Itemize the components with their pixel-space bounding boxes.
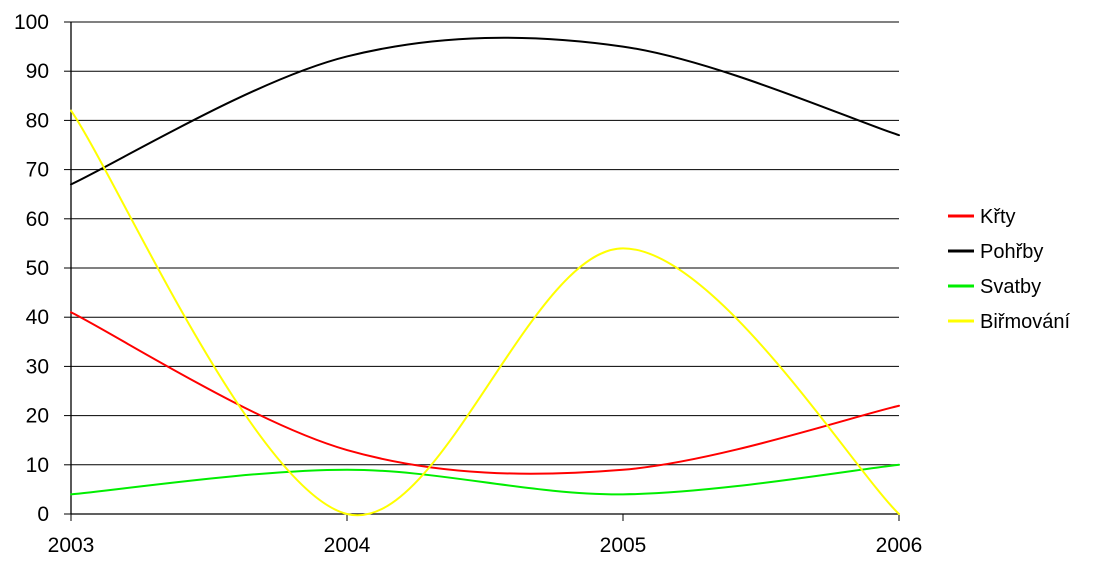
- gridlines: [71, 21, 899, 466]
- x-tick-label: 2006: [876, 534, 923, 557]
- series-3-line: [70, 109, 900, 517]
- y-tick-label: 90: [26, 60, 49, 83]
- series-2-line: [70, 463, 900, 496]
- legend-label: Křty: [980, 206, 1016, 228]
- y-tick-label: 80: [26, 109, 49, 132]
- legend: Křty Pohřby Svatby Biřmování: [948, 206, 1070, 333]
- y-tick-label: 30: [26, 355, 49, 378]
- y-tick-label: 40: [26, 306, 49, 329]
- axes: 0 10 20 30 40 50 60 70 80 90 100 2003 2004 2005 2006: [14, 11, 922, 557]
- x-tick-label: 2004: [324, 534, 371, 557]
- x-tick-label: 2003: [48, 534, 95, 557]
- series-1-line: [70, 36, 900, 186]
- y-tick-label: 50: [26, 257, 49, 280]
- legend-label: Pohřby: [980, 241, 1043, 263]
- legend-label: Biřmování: [980, 311, 1070, 333]
- x-tick-label: 2005: [600, 534, 647, 557]
- y-tick-label: 70: [26, 159, 49, 182]
- series-lines: [70, 36, 900, 517]
- y-tick-label: 20: [26, 405, 49, 428]
- y-tick-label: 10: [26, 454, 49, 477]
- series-0-line: [70, 311, 900, 475]
- legend-label: Svatby: [980, 276, 1041, 298]
- y-tick-label: 60: [26, 208, 49, 231]
- y-tick-label: 0: [37, 503, 49, 526]
- y-tick-label: 100: [14, 11, 49, 34]
